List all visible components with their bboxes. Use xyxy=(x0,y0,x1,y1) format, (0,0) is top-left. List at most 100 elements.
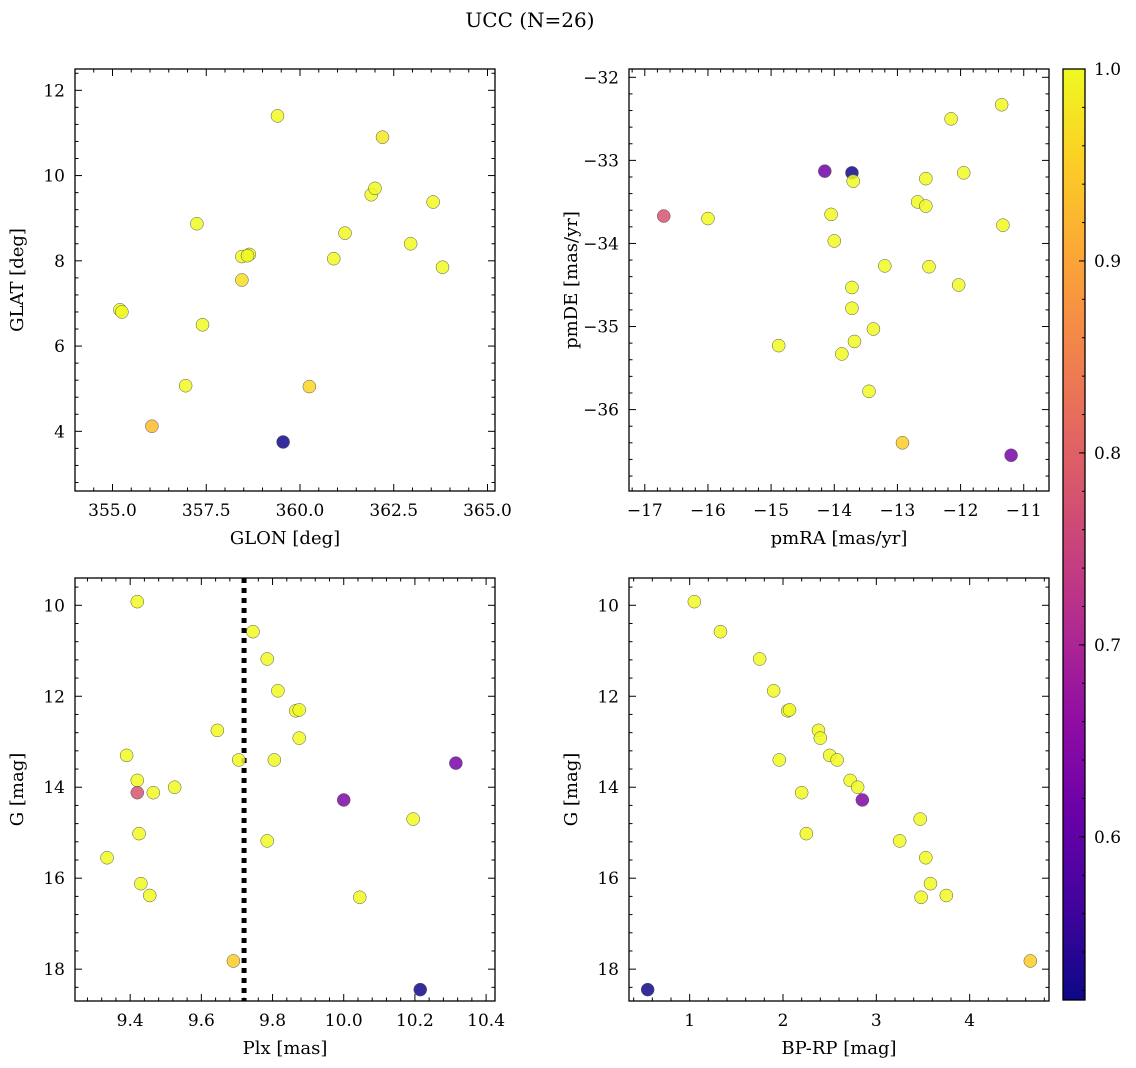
data-point xyxy=(246,624,260,639)
y-tick-label: −32 xyxy=(583,68,619,88)
data-point xyxy=(403,237,418,251)
x-tick-label: 357.5 xyxy=(182,501,231,521)
data-point xyxy=(142,888,157,903)
y-axis-label: G [mag] xyxy=(7,753,28,826)
data-point xyxy=(134,876,148,891)
y-tick-label: −36 xyxy=(583,401,619,421)
data-point xyxy=(271,684,285,698)
data-point xyxy=(772,753,787,767)
data-point xyxy=(1023,954,1038,968)
data-point xyxy=(375,130,390,144)
plot-frame xyxy=(74,577,496,1002)
data-point xyxy=(292,731,306,745)
data-point xyxy=(190,216,204,231)
plot-frame xyxy=(628,68,1050,492)
figure-title: UCC (N=26) xyxy=(465,8,594,32)
colorbar-tick-label: 0.9 xyxy=(1094,252,1121,272)
data-point xyxy=(782,703,797,717)
colorbar-tick-label: 0.8 xyxy=(1094,444,1121,464)
data-point xyxy=(951,278,966,292)
x-axis-label: GLON [deg] xyxy=(230,528,340,549)
y-tick-label: 6 xyxy=(54,337,65,357)
data-point xyxy=(336,793,351,807)
x-tick-label: −14 xyxy=(816,501,852,521)
y-axis-label: G [mag] xyxy=(561,753,582,826)
x-tick-label: 360.0 xyxy=(276,501,325,521)
x-tick-label: 3 xyxy=(871,1011,882,1031)
y-tick-label: −35 xyxy=(583,318,619,338)
data-point xyxy=(130,594,145,609)
data-point xyxy=(435,260,450,274)
data-point xyxy=(449,756,463,770)
data-point xyxy=(167,780,182,794)
x-tick-label: −13 xyxy=(879,501,915,521)
data-point xyxy=(799,826,814,841)
data-point xyxy=(892,834,907,848)
data-point xyxy=(956,166,971,180)
data-point xyxy=(368,181,382,196)
y-tick-label: 18 xyxy=(43,960,65,980)
data-point xyxy=(260,652,274,666)
data-point xyxy=(292,703,306,717)
data-point xyxy=(413,982,428,997)
data-point xyxy=(426,195,440,209)
data-point xyxy=(130,773,145,788)
data-point xyxy=(260,834,274,848)
colorbar: 0.6 0.7 0.8 0.9 1.0 xyxy=(1062,60,1121,1001)
data-point xyxy=(119,748,134,763)
data-point xyxy=(226,954,241,968)
data-point xyxy=(771,338,786,353)
y-tick-label: −33 xyxy=(583,151,619,171)
data-point xyxy=(855,793,870,807)
y-tick-label: 12 xyxy=(43,687,65,707)
data-point xyxy=(115,305,129,319)
plot-frame xyxy=(74,68,496,492)
data-point xyxy=(939,888,954,903)
x-axis-label: pmRA [mas/yr] xyxy=(771,528,908,549)
data-point xyxy=(830,753,844,767)
data-point xyxy=(195,318,210,332)
data-point xyxy=(270,109,285,123)
colorbar-frame xyxy=(1062,68,1086,1001)
data-point xyxy=(302,379,317,394)
x-tick-label: 9.4 xyxy=(117,1011,144,1031)
x-tick-label: 1 xyxy=(684,1011,695,1031)
y-axis-label: GLAT [deg] xyxy=(7,228,28,332)
data-point xyxy=(847,334,862,349)
colorbar-tick-label: 1.0 xyxy=(1094,60,1121,80)
data-point xyxy=(818,164,832,178)
data-point xyxy=(145,419,159,433)
x-axis-label: BP-RP [mag] xyxy=(781,1038,896,1059)
y-tick-label: 12 xyxy=(43,81,65,101)
x-tick-label: 355.0 xyxy=(88,501,137,521)
x-tick-label: −12 xyxy=(943,501,979,521)
data-point xyxy=(752,652,767,666)
data-point xyxy=(640,982,655,997)
x-tick-label: 4 xyxy=(964,1011,975,1031)
y-tick-label: 4 xyxy=(54,422,65,442)
data-point xyxy=(235,273,249,287)
data-point xyxy=(878,259,892,273)
data-point xyxy=(862,384,876,399)
y-tick-label: 12 xyxy=(597,687,619,707)
x-tick-label: 362.5 xyxy=(369,501,418,521)
data-point xyxy=(267,753,282,767)
data-point xyxy=(687,594,702,609)
panel-glon_glat: 355.0 357.5 360.0 362.5 365.0 4 6 8 10 12 GLON [de… xyxy=(7,68,512,549)
data-point xyxy=(130,785,145,800)
data-point xyxy=(146,785,161,800)
y-tick-label: 14 xyxy=(597,778,619,798)
data-point xyxy=(656,209,671,223)
data-point xyxy=(338,226,352,240)
y-tick-label: 10 xyxy=(43,167,65,187)
y-tick-label: 18 xyxy=(597,960,619,980)
x-tick-label: −11 xyxy=(1006,501,1042,521)
data-point xyxy=(996,218,1010,232)
data-point xyxy=(794,785,809,800)
y-tick-label: 10 xyxy=(43,596,65,616)
data-point xyxy=(713,624,728,639)
data-point xyxy=(919,171,933,186)
data-point xyxy=(913,812,927,826)
data-point xyxy=(866,322,881,336)
